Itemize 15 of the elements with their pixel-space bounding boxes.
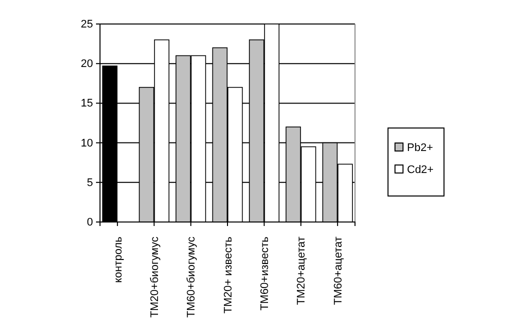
y-tick-label: 0 — [86, 216, 93, 229]
y-tick-label: 15 — [80, 98, 93, 110]
x-tick-label: ТМ20+биогумус — [148, 236, 161, 318]
x-tick-label: ТМ20+ известь — [222, 236, 234, 314]
legend-label: Pb2+ — [407, 142, 433, 154]
x-tick-label: ТМ20+ацетат — [296, 236, 308, 306]
x-tick-label: ТМ60+биогумус — [186, 236, 198, 318]
x-tick-label: контроль — [112, 236, 124, 283]
x-tick-label: ТМ60+известь — [259, 236, 272, 310]
y-tick-label: 10 — [80, 137, 93, 150]
x-tick-label: ТМ60+ацетат — [332, 236, 344, 306]
y-tick-label: 25 — [80, 18, 93, 31]
y-tick-label: 5 — [86, 176, 93, 189]
legend-label: Cd2+ — [407, 164, 434, 176]
y-tick-label: 20 — [80, 58, 93, 70]
